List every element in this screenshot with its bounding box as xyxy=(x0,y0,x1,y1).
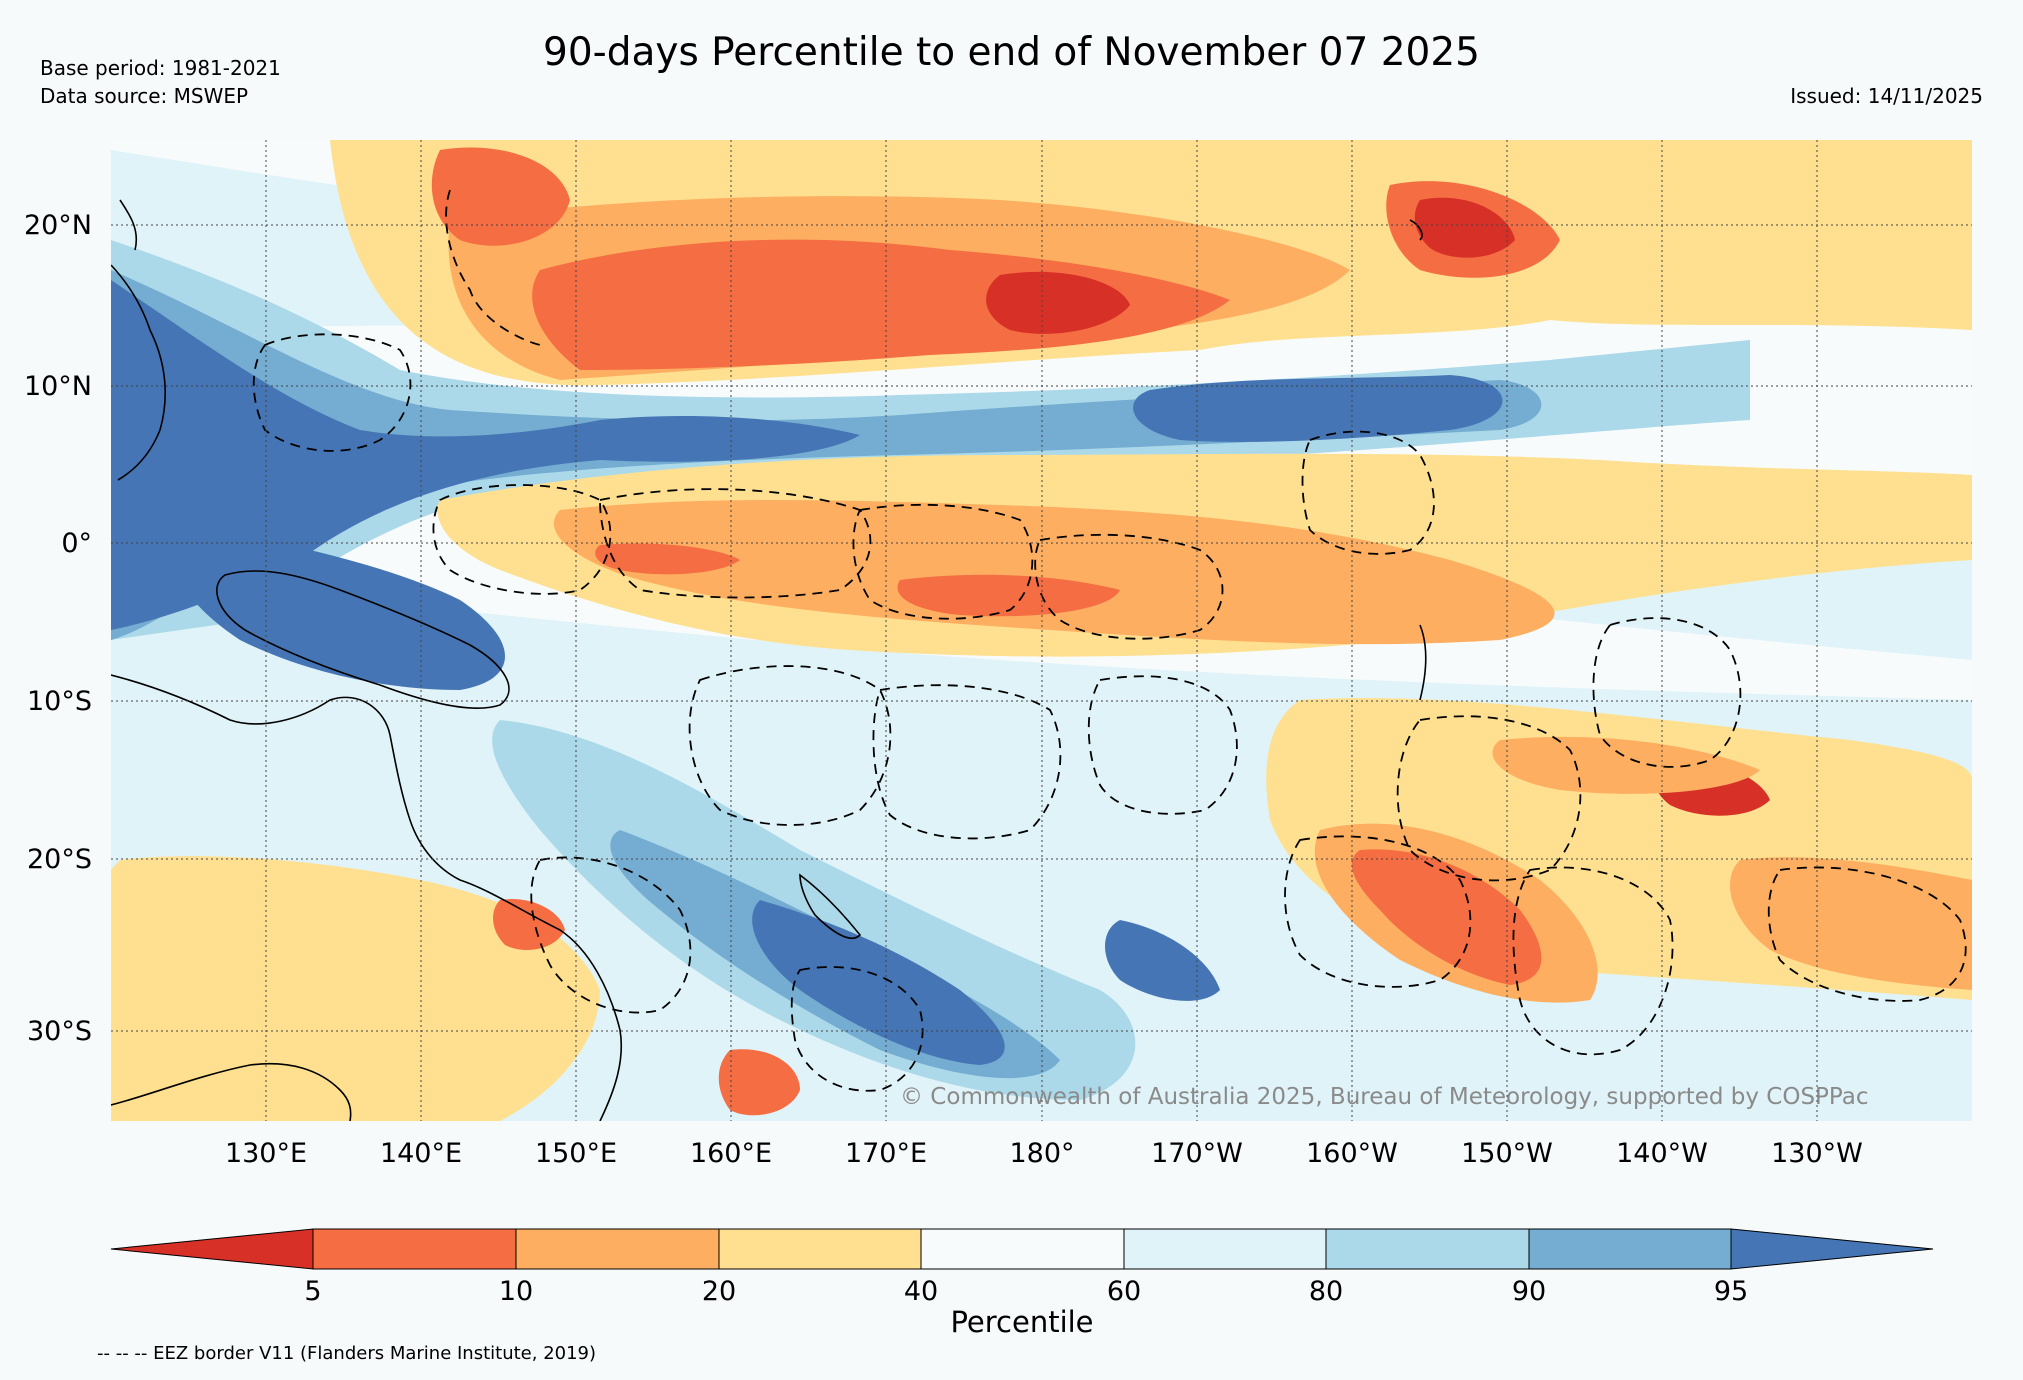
dry-anomaly-australia xyxy=(111,856,600,1121)
wet-anomaly-png xyxy=(172,520,505,690)
eez-border xyxy=(599,488,872,599)
eez-legend-note: -- -- -- EEZ border V11 (Flanders Marine… xyxy=(97,1343,597,1364)
colorbar-title: Percentile xyxy=(950,1305,1093,1339)
colorbar-segment xyxy=(920,1228,1125,1270)
colorbar-high-extension xyxy=(1730,1228,1934,1270)
eez-border xyxy=(1087,675,1238,815)
eez-border xyxy=(1034,533,1224,640)
lat-label: 10°S xyxy=(27,686,92,717)
dry-anomaly-cook xyxy=(1492,736,1760,794)
lon-label: 140°E xyxy=(380,1138,462,1169)
lon-label: 180° xyxy=(1009,1138,1074,1169)
map-title: 90-days Percentile to end of November 07… xyxy=(543,30,1480,75)
colorbar-tick: 40 xyxy=(904,1276,938,1307)
lat-label: 20°S xyxy=(27,844,92,875)
lon-label: 150°W xyxy=(1461,1138,1553,1169)
lat-label: 10°N xyxy=(24,371,92,402)
latitude-labels: 20°N 10°N 0° 10°S 20°S 30°S xyxy=(24,210,92,1047)
copyright-text: © Commonwealth of Australia 2025, Bureau… xyxy=(900,1084,1869,1110)
eez-border xyxy=(852,503,1034,620)
dry-anomaly-australia-core xyxy=(493,899,565,950)
lon-label: 160°E xyxy=(690,1138,772,1169)
wet-anomaly-central xyxy=(1133,375,1503,442)
colorbar-tick: 10 xyxy=(499,1276,533,1307)
south-australia-coastline xyxy=(111,1062,352,1121)
lon-label: 160°W xyxy=(1306,1138,1398,1169)
colorbar-segment xyxy=(1123,1228,1327,1270)
colorbar-segment xyxy=(718,1228,922,1270)
lat-label: 20°N xyxy=(24,210,92,241)
eez-border xyxy=(432,484,612,595)
colorbar-segment xyxy=(1528,1228,1732,1270)
colorbar-segment xyxy=(515,1228,720,1270)
eez-border xyxy=(1301,430,1435,555)
australia-coastline xyxy=(111,674,623,1121)
eez-border xyxy=(1512,866,1674,1056)
lat-label: 0° xyxy=(61,528,92,559)
wet-anomaly-itcz-core xyxy=(111,270,1542,640)
base-period-label: Base period: 1981-2021 xyxy=(40,56,281,80)
gridlines xyxy=(111,140,1972,1121)
lon-label: 130°W xyxy=(1771,1138,1863,1169)
coastlines xyxy=(111,199,1427,1121)
eez-borders xyxy=(252,189,1967,1092)
colorbar-tick: 5 xyxy=(304,1276,321,1307)
eez-border xyxy=(872,684,1062,840)
wet-anomaly-southwest-strong xyxy=(752,900,1005,1065)
issued-date-label: Issued: 14/11/2025 xyxy=(1790,84,1983,108)
eez-border xyxy=(1767,866,1967,1002)
eez-border xyxy=(530,856,692,1014)
lon-label: 140°W xyxy=(1616,1138,1708,1169)
dry-anomaly-hawaii-extreme xyxy=(1414,197,1515,258)
eez-border xyxy=(1592,617,1742,768)
colorbar-low-extension xyxy=(110,1228,314,1270)
lon-label: 130°E xyxy=(225,1138,307,1169)
dry-anomaly-equatorial-strong xyxy=(595,543,740,575)
lon-label: 170°E xyxy=(845,1138,927,1169)
kiribati-line xyxy=(1419,624,1427,701)
new-guinea-coastline xyxy=(216,570,510,710)
wet-anomaly-southwest-strong xyxy=(1105,920,1220,1001)
lat-label: 30°S xyxy=(27,1016,92,1047)
wet-anomaly-itcz-strong xyxy=(111,280,860,630)
eez-border xyxy=(252,333,412,452)
colorbar-segment xyxy=(312,1228,517,1270)
colorbar-tick: 90 xyxy=(1512,1276,1546,1307)
dry-anomaly-equatorial-strong xyxy=(897,574,1120,617)
data-source-label: Data source: MSWEP xyxy=(40,84,249,108)
dry-anomaly-south-pacific-strong xyxy=(1351,849,1542,985)
dry-anomaly-tasman xyxy=(718,1049,800,1116)
colorbar-tick: 80 xyxy=(1309,1276,1343,1307)
philippines-coastline xyxy=(111,264,166,481)
colorbar: 5 10 20 40 60 80 90 95 Percentile xyxy=(110,1228,1934,1339)
eez-border xyxy=(688,665,892,826)
eez-border xyxy=(1284,835,1472,988)
hawaii-coastline xyxy=(1409,219,1423,241)
longitude-labels: 130°E 140°E 150°E 160°E 170°E 180° 170°W… xyxy=(225,1138,1863,1169)
percentile-map: © Commonwealth of Australia 2025, Bureau… xyxy=(111,140,1972,1121)
dry-anomaly-equatorial-core xyxy=(553,500,1555,645)
lon-label: 170°W xyxy=(1151,1138,1243,1169)
colorbar-tick: 95 xyxy=(1714,1276,1748,1307)
eez-border xyxy=(790,966,924,1092)
new-caledonia-coastline xyxy=(799,873,862,939)
luzon-coastline xyxy=(119,199,138,251)
eez-border xyxy=(445,189,541,346)
dry-anomaly-far-east xyxy=(1730,857,1972,990)
colorbar-segment xyxy=(1325,1228,1530,1270)
colorbar-tick: 60 xyxy=(1107,1276,1141,1307)
dry-anomaly-north-extreme xyxy=(986,271,1130,334)
lon-label: 150°E xyxy=(535,1138,617,1169)
dry-anomaly-northwest xyxy=(431,147,570,246)
dry-anomaly-north-strong xyxy=(532,239,1230,370)
colorbar-tick: 20 xyxy=(702,1276,736,1307)
